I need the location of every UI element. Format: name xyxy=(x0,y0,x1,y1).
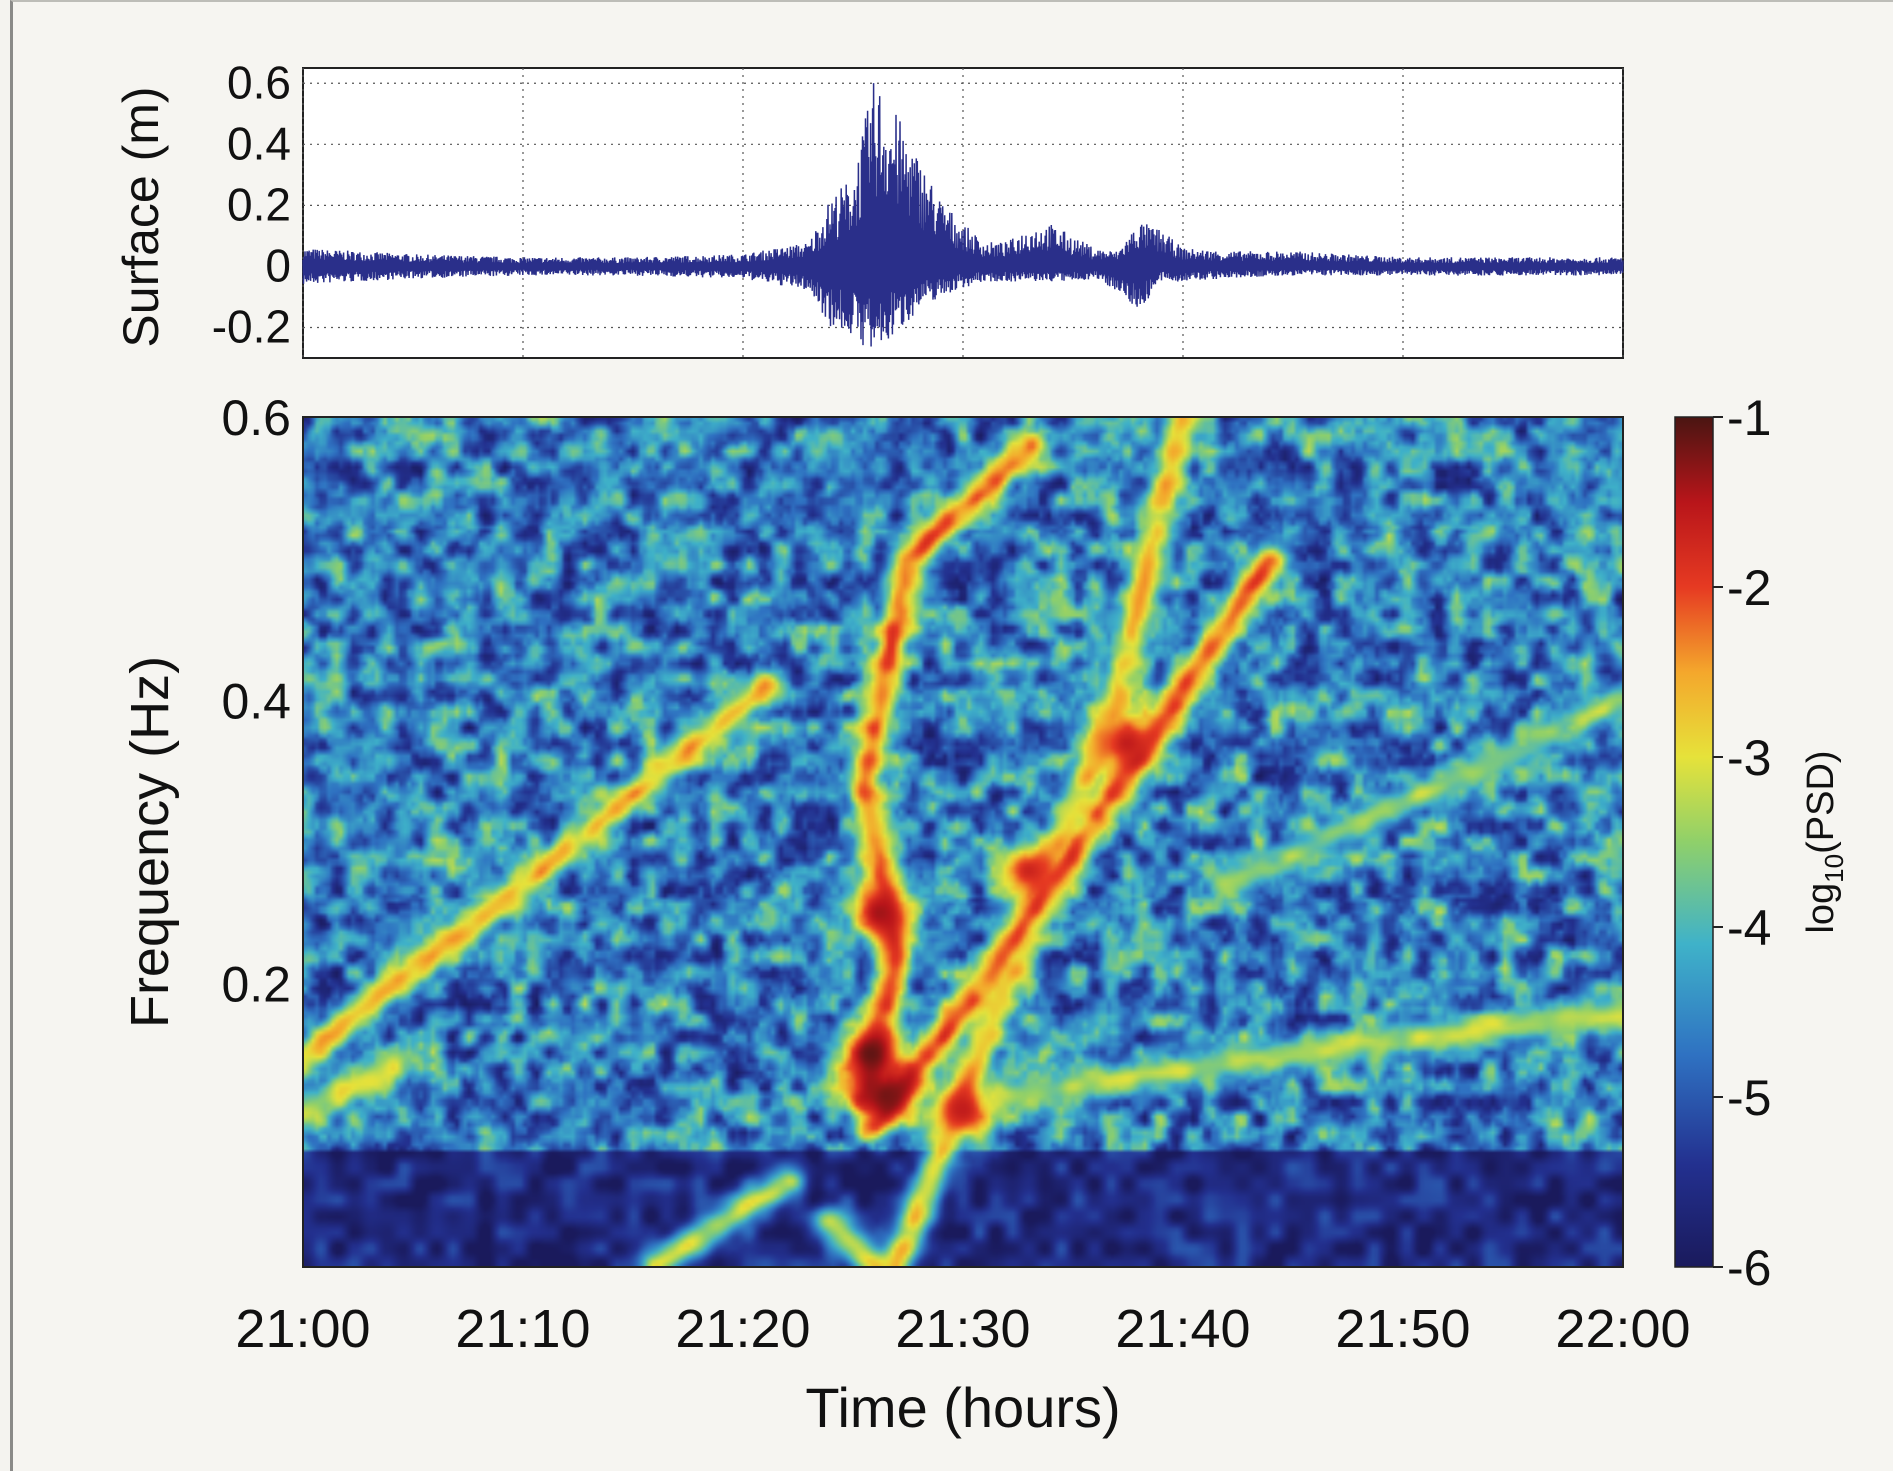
time-x-ticks: 21:00 21:10 21:20 21:30 21:40 21:50 22:00 xyxy=(235,1299,1690,1359)
time-x-tick-label: 21:00 xyxy=(235,1299,370,1359)
time-x-axis-label: Time (hours) xyxy=(805,1376,1120,1439)
spectrogram-panel: 21:00 21:10 21:20 21:30 21:40 21:50 22:00 0.60… xyxy=(120,390,1691,1439)
spectrogram-plot-area xyxy=(302,416,1624,1268)
surface-y-axis-label: Surface (m) xyxy=(113,86,169,347)
colorbar: -1 -2 -3 -4 -5 -6 log10(PSD) xyxy=(1674,390,1849,1296)
figure-frame: 0.6 0.4 0.2 0 -0.2 Surface (m) 21:00 21:10 21:… xyxy=(10,0,1893,1471)
frequency-y-tick-label: 0.2 xyxy=(221,957,291,1013)
colorbar-tick-label: -4 xyxy=(1727,900,1771,956)
colorbar-label: log10(PSD) xyxy=(1800,750,1849,933)
surface-panel: 0.6 0.4 0.2 0 -0.2 Surface (m) xyxy=(113,56,1624,359)
time-x-tick-label: 21:30 xyxy=(895,1299,1030,1359)
figure-svg: 0.60.40.20-0.2 Surface (m) 21:00 21:10 21:… xyxy=(113,56,1849,1439)
time-x-tick-label: 22:00 xyxy=(1555,1299,1690,1359)
surface-y-tick-label: 0.2 xyxy=(227,178,291,230)
frequency-y-tick-label: 0.6 xyxy=(221,390,291,446)
colorbar-tick-label: -2 xyxy=(1727,560,1771,616)
frequency-y-tick-label: 0.4 xyxy=(221,673,291,729)
surface-y-tick-label: 0.6 xyxy=(227,56,291,108)
frequency-y-ticks: 0.6 0.4 0.2 xyxy=(221,390,291,1013)
colorbar-tick-label: -3 xyxy=(1727,730,1771,786)
colorbar-label-subscript: 10 xyxy=(1819,854,1849,883)
surface-y-tick-label: -0.2 xyxy=(212,300,291,352)
colorbar-label-log: log xyxy=(1800,883,1842,934)
colorbar-gradient xyxy=(1674,416,1714,1268)
colorbar-label-psd: (PSD) xyxy=(1800,750,1842,853)
surface-plot-area xyxy=(302,67,1624,359)
time-x-tick-label: 21:50 xyxy=(1335,1299,1470,1359)
colorbar-tick-label: -6 xyxy=(1727,1240,1771,1296)
colorbar-tick-label: -1 xyxy=(1727,390,1771,446)
time-x-tick-label: 21:20 xyxy=(675,1299,810,1359)
surface-elevation-line xyxy=(302,83,1624,347)
spectrogram-heatmap xyxy=(303,417,1623,1267)
surface-y-ticks: 0.6 0.4 0.2 0 -0.2 xyxy=(212,56,291,352)
surface-y-tick-label: 0 xyxy=(265,239,291,291)
time-x-tick-label: 21:10 xyxy=(455,1299,590,1359)
time-x-tick-label: 21:40 xyxy=(1115,1299,1250,1359)
colorbar-tick-label: -5 xyxy=(1727,1070,1771,1126)
surface-y-tick-label: 0.4 xyxy=(227,117,291,169)
frequency-y-axis-label: Frequency (Hz) xyxy=(120,656,180,1028)
colorbar-ticks: -1 -2 -3 -4 -5 -6 xyxy=(1713,390,1771,1296)
